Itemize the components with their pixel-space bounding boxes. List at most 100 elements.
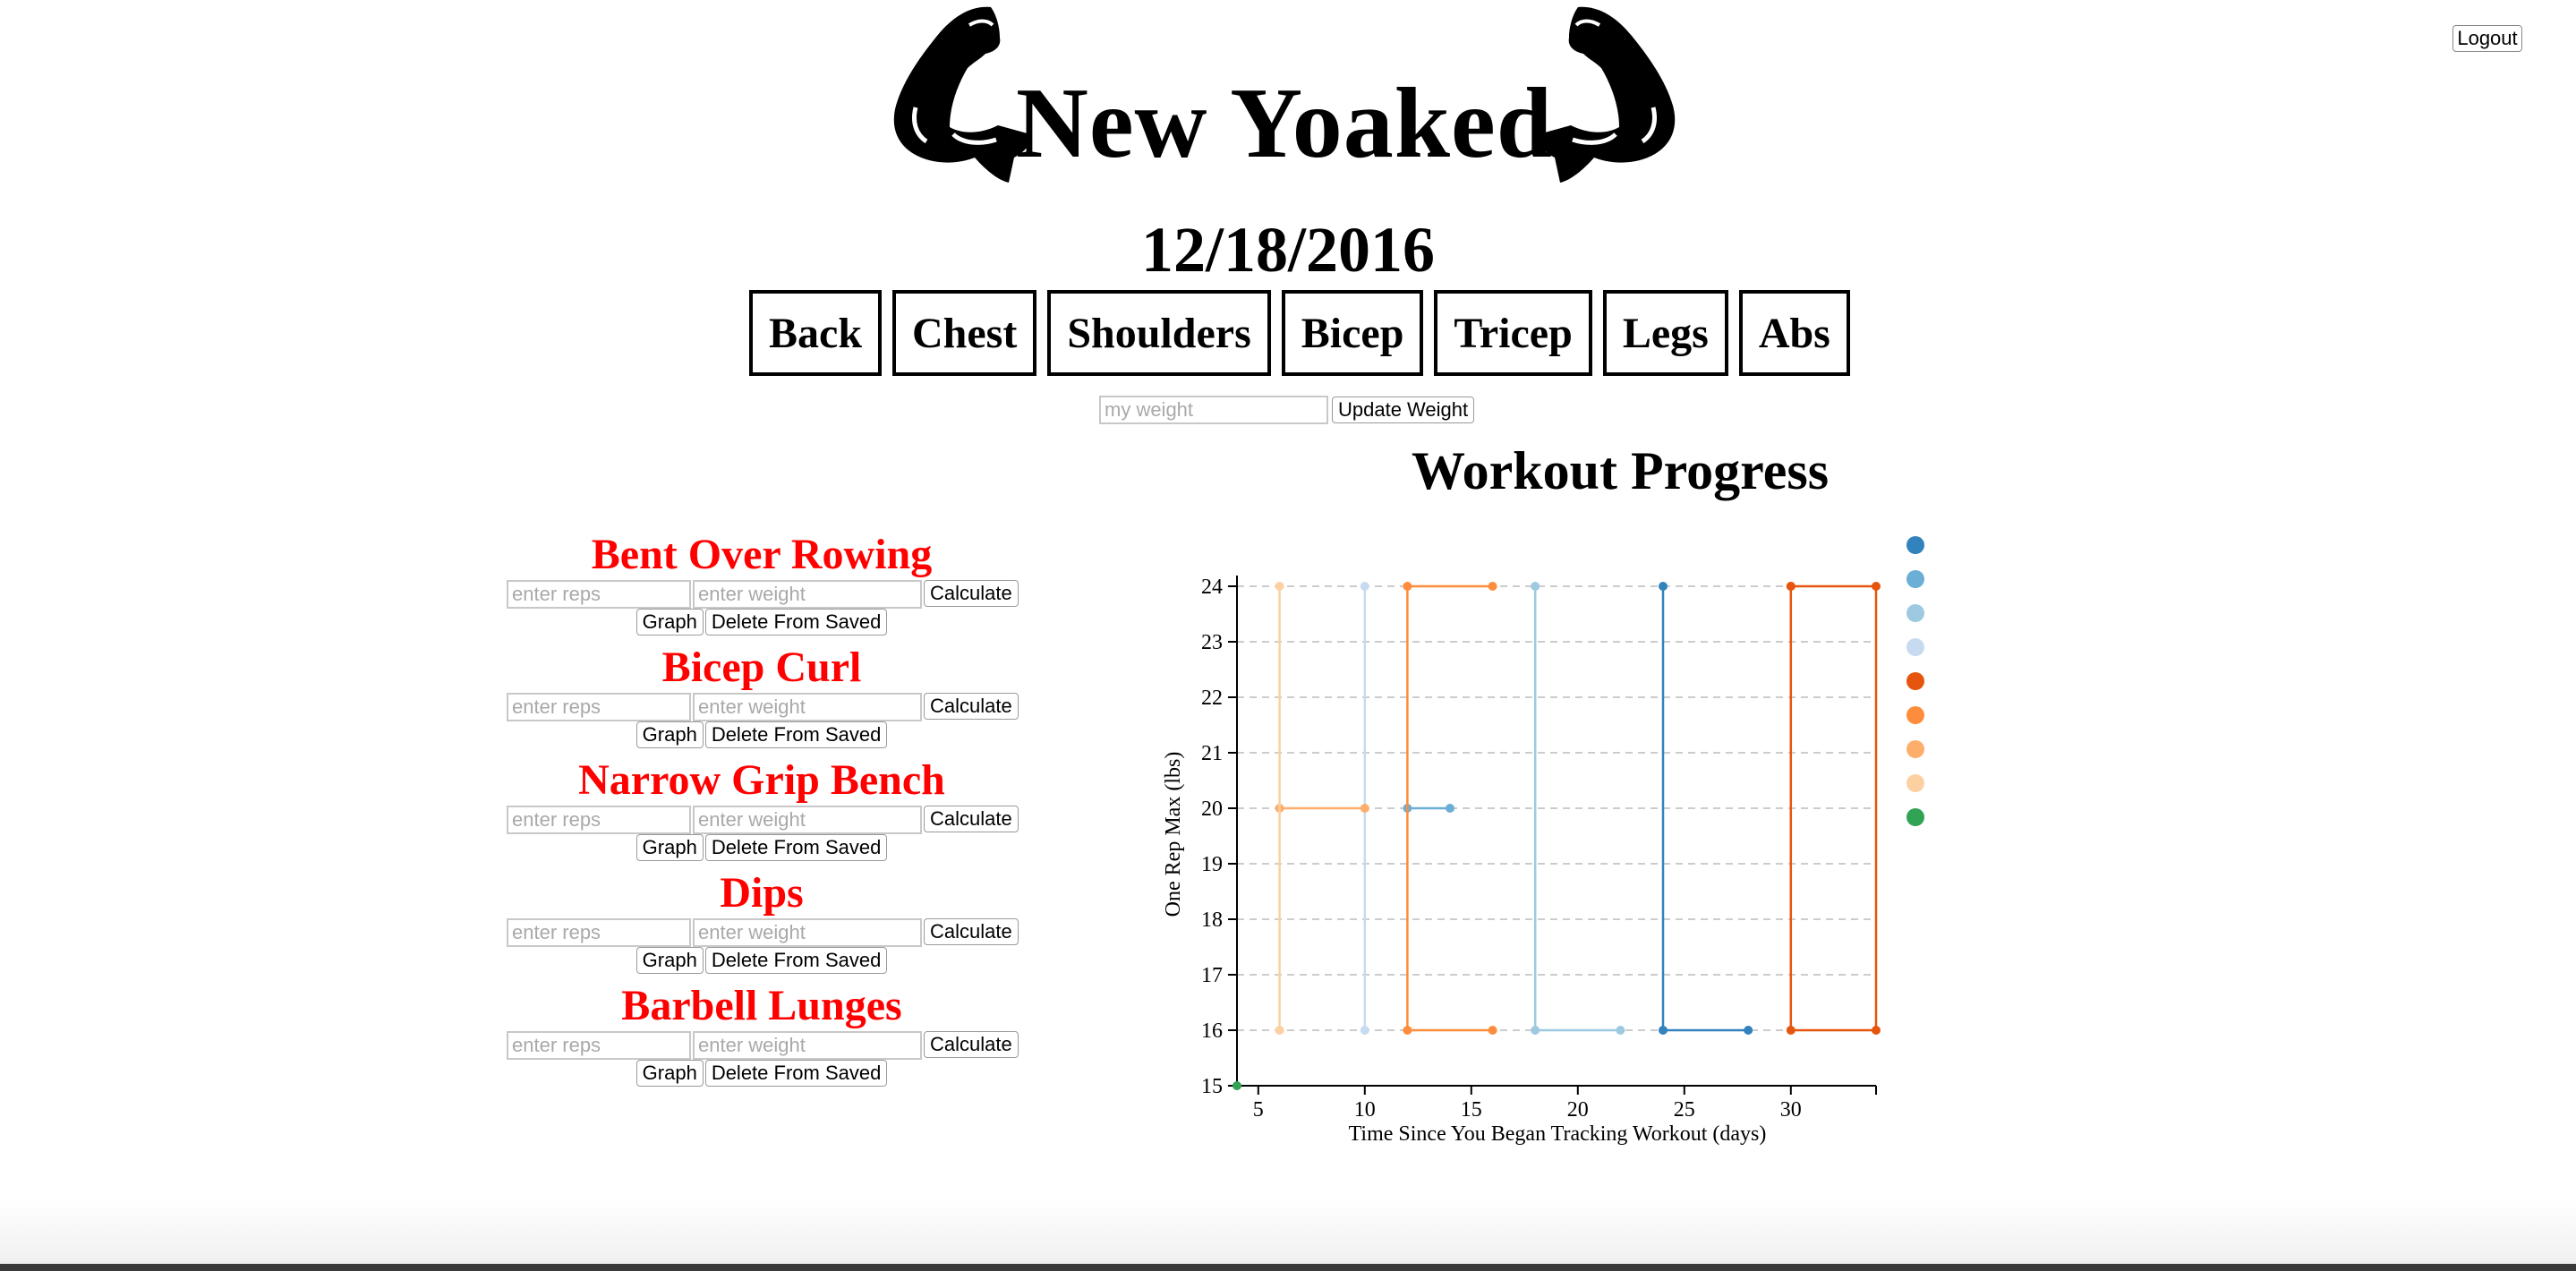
reps-input[interactable] [507, 580, 691, 609]
weight-input[interactable] [693, 918, 922, 947]
tab-shoulders[interactable]: Shoulders [1047, 290, 1271, 376]
legend-swatch [1906, 604, 1924, 622]
data-point [1275, 582, 1284, 591]
graph-button[interactable]: Graph [635, 609, 704, 636]
right-flexed-arm-icon [1538, 6, 1676, 183]
legend-swatch [1906, 706, 1924, 724]
exercise-card: Barbell Lunges Calculate Graph Delete Fr… [507, 982, 1019, 1094]
data-point [1531, 582, 1540, 591]
legend-swatch [1906, 570, 1924, 588]
y-tick-label: 24 [1201, 576, 1223, 599]
weight-input[interactable] [693, 1031, 922, 1060]
data-point [1659, 582, 1668, 591]
data-point [1233, 1081, 1241, 1090]
data-point [1275, 1026, 1284, 1035]
reps-input[interactable] [507, 806, 691, 834]
calculate-button[interactable]: Calculate [924, 1031, 1019, 1058]
data-point [1403, 1026, 1412, 1035]
tab-back[interactable]: Back [749, 290, 883, 376]
graph-button[interactable]: Graph [635, 721, 704, 748]
x-tick-label: 25 [1674, 1098, 1695, 1122]
muscle-group-tabs: Back Chest Shoulders Bicep Tricep Legs A… [749, 290, 1850, 376]
calculate-button[interactable]: Calculate [924, 693, 1019, 720]
tab-abs[interactable]: Abs [1738, 290, 1850, 376]
calculate-button[interactable]: Calculate [924, 806, 1019, 832]
exercise-card: Dips Calculate Graph Delete From Saved [507, 869, 1019, 981]
chart-title: Workout Progress [1411, 441, 1830, 500]
logout-button[interactable]: Logout [2452, 25, 2522, 52]
weight-form: Update Weight [1099, 396, 1475, 424]
exercise-card: Bicep Curl Calculate Graph Delete From S… [507, 644, 1019, 755]
tab-chest[interactable]: Chest [892, 290, 1037, 376]
legend-swatch [1906, 774, 1924, 792]
data-point [1744, 1026, 1753, 1035]
exercise-name: Bent Over Rowing [591, 531, 933, 578]
x-tick-label: 30 [1780, 1098, 1802, 1122]
y-tick-label: 22 [1201, 687, 1223, 710]
exercise-card: Bent Over Rowing Calculate Graph Delete … [507, 531, 1019, 643]
legend-swatch [1906, 638, 1924, 656]
x-tick-label: 15 [1461, 1098, 1482, 1122]
legend-swatch [1906, 536, 1924, 554]
data-point [1488, 582, 1497, 591]
y-tick-label: 21 [1201, 742, 1223, 765]
graph-button[interactable]: Graph [635, 947, 704, 974]
graph-button[interactable]: Graph [635, 834, 704, 861]
data-point [1872, 1026, 1881, 1035]
delete-from-saved-button[interactable]: Delete From Saved [704, 947, 888, 974]
brand-title: New Yoaked [1015, 68, 1554, 179]
current-date: 12/18/2016 [1140, 214, 1435, 286]
y-tick-label: 16 [1201, 1019, 1223, 1043]
brand-logo: New Yoaked [891, 0, 1678, 188]
saved-exercises-list: Bent Over Rowing Calculate Graph Delete … [507, 530, 1019, 1094]
left-flexed-arm-icon [893, 6, 1031, 183]
data-point [1786, 582, 1796, 591]
exercise-name: Barbell Lunges [621, 982, 902, 1029]
reps-input[interactable] [507, 693, 691, 721]
update-weight-button[interactable]: Update Weight [1332, 397, 1475, 423]
data-point [1786, 1026, 1796, 1035]
weight-input[interactable] [693, 580, 922, 609]
my-weight-input[interactable] [1099, 396, 1328, 424]
data-point [1531, 1026, 1540, 1035]
data-point [1446, 804, 1454, 813]
data-point [1872, 582, 1881, 591]
graph-button[interactable]: Graph [635, 1060, 704, 1087]
data-point [1659, 1026, 1668, 1035]
y-tick-label: 23 [1201, 631, 1223, 654]
exercise-name: Bicep Curl [661, 644, 862, 691]
x-tick-label: 10 [1354, 1098, 1376, 1122]
window-bottom-shade [0, 1199, 2576, 1264]
data-point [1616, 1026, 1625, 1035]
x-axis-label: Time Since You Began Tracking Workout (d… [1349, 1122, 1767, 1146]
window-bottom-bar [0, 1264, 2576, 1271]
reps-input[interactable] [507, 918, 691, 947]
delete-from-saved-button[interactable]: Delete From Saved [704, 721, 888, 748]
delete-from-saved-button[interactable]: Delete From Saved [704, 609, 888, 636]
x-tick-label: 20 [1567, 1098, 1589, 1122]
calculate-button[interactable]: Calculate [924, 918, 1019, 945]
weight-input[interactable] [693, 693, 922, 721]
calculate-button[interactable]: Calculate [924, 580, 1019, 607]
delete-from-saved-button[interactable]: Delete From Saved [704, 834, 888, 861]
data-point [1360, 804, 1369, 813]
y-tick-label: 20 [1201, 798, 1223, 821]
data-point [1360, 1026, 1369, 1035]
delete-from-saved-button[interactable]: Delete From Saved [704, 1060, 888, 1087]
tab-bicep[interactable]: Bicep [1281, 290, 1424, 376]
y-tick-label: 18 [1201, 908, 1223, 932]
workout-progress-chart: 15 16 17 18 19 20 21 22 23 24 5 10 15 20 25 30 Time Sin… [1162, 536, 1924, 1146]
y-tick-label: 17 [1201, 964, 1223, 987]
legend-swatch [1906, 808, 1924, 826]
weight-input[interactable] [693, 806, 922, 834]
tab-legs[interactable]: Legs [1602, 290, 1728, 376]
y-axis-label: One Rep Max (lbs) [1162, 752, 1185, 917]
data-point [1403, 582, 1412, 591]
legend-swatch [1906, 672, 1924, 690]
legend-swatch [1906, 740, 1924, 758]
exercise-name: Dips [720, 869, 804, 917]
y-tick-label: 15 [1201, 1075, 1223, 1098]
tab-tricep[interactable]: Tricep [1434, 290, 1592, 376]
reps-input[interactable] [507, 1031, 691, 1060]
exercise-name: Narrow Grip Bench [578, 756, 945, 804]
